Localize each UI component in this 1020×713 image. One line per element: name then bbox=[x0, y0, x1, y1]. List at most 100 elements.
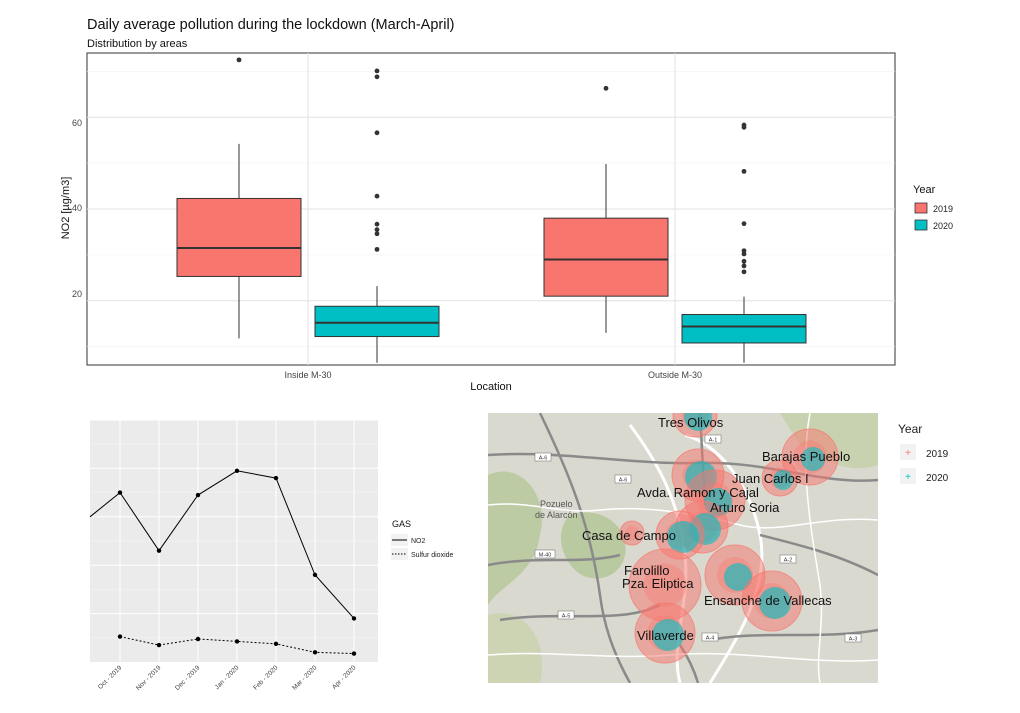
x-tick-label-inside: Inside M-30 bbox=[284, 370, 331, 380]
x-tick-label: Mar - 2020 bbox=[291, 664, 318, 691]
outlier-point bbox=[236, 57, 242, 63]
x-tick-label: Oct - 2019 bbox=[97, 664, 124, 691]
x-tick-label: Apr - 2020 bbox=[331, 664, 358, 691]
line-series-no2 bbox=[89, 470, 355, 619]
station-bubble-2020 bbox=[773, 470, 793, 490]
outlier-point bbox=[374, 193, 380, 199]
point-sulfur-dioxide bbox=[195, 636, 201, 642]
station-label-farolillo: Farolillo bbox=[624, 563, 670, 578]
point-sulfur-dioxide bbox=[234, 639, 240, 644]
outlier-point bbox=[741, 221, 747, 227]
road-shield-label-a6-2: A-6 bbox=[619, 478, 628, 484]
road-a2 bbox=[759, 533, 878, 577]
road-shield-m40 bbox=[534, 549, 556, 559]
map-legend-key-2019 bbox=[900, 444, 916, 460]
road-a5-west bbox=[488, 553, 621, 567]
box-2020-inside bbox=[314, 305, 440, 338]
road-shield-label-m40: M-40 bbox=[539, 553, 552, 559]
outlier-point bbox=[603, 85, 609, 91]
outlier-point bbox=[741, 168, 747, 174]
outlier-point bbox=[374, 227, 380, 233]
outlier-point bbox=[741, 258, 747, 264]
boxplot-legend: Year 2019 2020 bbox=[913, 184, 953, 231]
station-label-villaverde: Villaverde bbox=[637, 628, 694, 643]
legend-key-2019 bbox=[914, 202, 928, 214]
station-label-ensanche-vallecas: Ensanche de Vallecas bbox=[704, 593, 832, 608]
line-gridlines bbox=[90, 419, 378, 662]
y-tick-label-60: 60 bbox=[72, 118, 82, 128]
road-shield-label-a3: A-3 bbox=[849, 637, 858, 643]
station-label-casa-de-campo: Casa de Campo bbox=[582, 528, 676, 543]
station-label-arturo-soria: Arturo Soria bbox=[710, 500, 780, 515]
road-a3 bbox=[709, 628, 878, 642]
x-tick-label: Jan - 2020 bbox=[214, 664, 241, 691]
x-tick-label: Nov - 2019 bbox=[135, 664, 163, 692]
road-shield-a6-1 bbox=[534, 452, 552, 462]
road-shield-label-a4: A-4 bbox=[706, 636, 715, 642]
outlier-point bbox=[374, 246, 380, 252]
outlier-point bbox=[741, 248, 747, 254]
map-legend-symbol-2020: + bbox=[905, 472, 911, 483]
point-no2 bbox=[273, 475, 279, 481]
boxplot-title: Daily average pollution during the lockd… bbox=[87, 17, 455, 33]
station-bubble-2019-inner bbox=[624, 525, 640, 541]
station-bubble-2020 bbox=[652, 619, 684, 651]
outlier-point bbox=[374, 74, 380, 80]
outlier-point bbox=[374, 130, 380, 136]
road-shield-label-a5: A-5 bbox=[562, 614, 571, 620]
boxplot-subtitle: Distribution by areas bbox=[87, 38, 188, 50]
point-sulfur-dioxide bbox=[351, 651, 357, 656]
station-bubble-2020 bbox=[801, 447, 825, 471]
map-legend-title: Year bbox=[898, 422, 922, 436]
point-sulfur-dioxide bbox=[273, 641, 279, 647]
road-shield-label-a6-1: A-6 bbox=[539, 456, 548, 462]
station-label-tres-olivos: Tres Olivos bbox=[658, 415, 724, 430]
point-no2 bbox=[351, 616, 357, 621]
station-bubble-2019-inner bbox=[643, 563, 687, 607]
outlier-point bbox=[374, 231, 380, 237]
outlier-point bbox=[741, 269, 747, 275]
legend-label-so2: Sulfur dioxide bbox=[411, 552, 454, 559]
legend-key-2020 bbox=[914, 219, 928, 231]
y-axis-label: NO2 [µg/m3] bbox=[60, 177, 72, 240]
point-no2 bbox=[117, 490, 123, 495]
map-legend-label-2020: 2020 bbox=[926, 473, 949, 484]
road-shield-a3 bbox=[844, 633, 862, 643]
map-legend: Year + 2019 + 2020 bbox=[898, 422, 949, 484]
box-2019-outside bbox=[543, 217, 669, 297]
x-tick-label: Feb - 2020 bbox=[252, 664, 279, 691]
station-label-pza-eliptica: Pza. Eliptica bbox=[622, 576, 694, 591]
map-legend-key-2020 bbox=[900, 468, 916, 484]
outlier-point bbox=[374, 68, 380, 74]
map-legend-symbol-2019: + bbox=[905, 448, 911, 459]
map-label-pozuelo: Pozuelo bbox=[540, 499, 573, 509]
legend-label-2020: 2020 bbox=[933, 221, 953, 231]
station-bubble-2019 bbox=[619, 520, 645, 546]
road-shield-a6-2 bbox=[614, 474, 632, 484]
station-label-ramon-y-cajal: Avda. Ramon y Cajal bbox=[637, 485, 759, 500]
station-label-barajas-pueblo: Barajas Pueblo bbox=[762, 449, 850, 464]
road-shield-a5 bbox=[557, 610, 575, 620]
line-legend: GAS NO2 Sulfur dioxide bbox=[391, 519, 454, 560]
point-no2 bbox=[156, 548, 162, 553]
station-labels: Tres Olivos Barajas Pueblo Juan Carlos I… bbox=[582, 415, 850, 643]
point-sulfur-dioxide bbox=[312, 650, 318, 655]
x-tick-label-outside: Outside M-30 bbox=[648, 370, 702, 380]
x-tick-label: Dec - 2019 bbox=[174, 664, 202, 692]
park-area-southwest bbox=[488, 613, 542, 683]
park-casa-de-campo bbox=[560, 512, 626, 579]
station-label-juan-carlos: Juan Carlos I bbox=[732, 471, 809, 486]
line-legend-title: GAS bbox=[392, 519, 411, 529]
point-sulfur-dioxide bbox=[156, 642, 162, 648]
station-bubble-2020 bbox=[724, 563, 752, 591]
box-2020-outside bbox=[681, 314, 807, 344]
station-bubble-2020 bbox=[667, 521, 699, 553]
box-2019-inside bbox=[176, 197, 302, 277]
point-no2 bbox=[312, 572, 318, 578]
road-m40-west bbox=[538, 413, 632, 683]
road-shield-label-a1: A-1 bbox=[709, 438, 718, 444]
map-legend-label-2019: 2019 bbox=[926, 449, 949, 460]
outlier-point bbox=[741, 263, 747, 269]
station-bubble-2020 bbox=[684, 413, 712, 431]
station-map: Pozuelo de Alarcón A-1 A-6 A-6 M-40 A-5 … bbox=[488, 413, 949, 683]
